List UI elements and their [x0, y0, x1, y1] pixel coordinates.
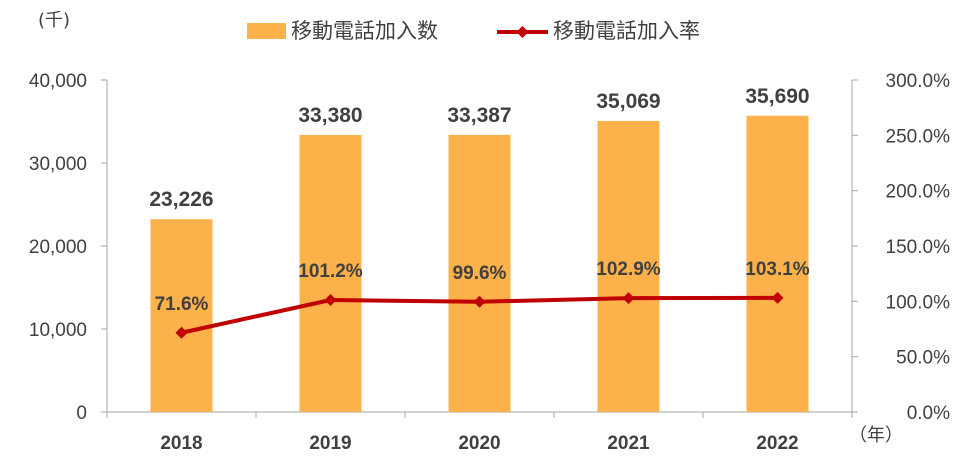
- line-series: [175, 291, 784, 339]
- right-axis-ticks: 0.0% 50.0% 100.0% 150.0% 200.0% 250.0% 300.0%: [852, 71, 950, 424]
- bar: [448, 134, 511, 413]
- line-data-label: 71.6%: [155, 294, 209, 315]
- left-tick-label: 0: [76, 403, 87, 424]
- bar-data-label: 35,690: [745, 85, 809, 108]
- category-label: 2019: [309, 433, 351, 454]
- line-point-marker: [324, 294, 337, 307]
- bar-data-label: 33,387: [447, 104, 511, 127]
- right-tick-label: 150.0%: [886, 237, 951, 258]
- legend: 移動電話加入数 移動電話加入率: [247, 19, 700, 43]
- left-axis-ticks: 0 10,000 20,000 30,000 40,000: [29, 71, 107, 424]
- line-data-label: 101.2%: [298, 261, 363, 282]
- right-tick-label: 300.0%: [886, 71, 951, 92]
- bar-data-label: 33,380: [298, 104, 362, 127]
- bar: [597, 120, 660, 412]
- bars: [150, 115, 809, 413]
- legend-line-marker: [516, 26, 529, 38]
- x-axis-unit: （年）: [849, 425, 903, 446]
- line-point-marker: [771, 291, 784, 304]
- left-axis-unit: (千): [38, 10, 70, 31]
- category-label: 2020: [458, 433, 500, 454]
- category-label: 2021: [607, 433, 650, 454]
- left-tick-label: 10,000: [29, 320, 87, 341]
- bar-data-label: 23,226: [149, 188, 213, 211]
- line-point-marker: [175, 326, 188, 339]
- bar-data-labels: 23,226 33,380 33,387 35,069 35,690: [149, 85, 809, 211]
- bar: [299, 134, 362, 413]
- category-label: 2018: [160, 433, 202, 454]
- left-tick-label: 30,000: [29, 154, 87, 175]
- bar-data-label: 35,069: [596, 90, 660, 113]
- line-point-marker: [622, 292, 635, 305]
- line-data-label: 102.9%: [596, 259, 661, 280]
- right-tick-label: 100.0%: [886, 292, 951, 313]
- legend-bar-swatch: [247, 23, 286, 39]
- bar: [746, 115, 809, 412]
- legend-bar-label: 移動電話加入数: [291, 19, 438, 43]
- category-tick-marks: [106, 412, 853, 418]
- left-tick-label: 40,000: [29, 71, 87, 92]
- line-data-labels: 71.6% 101.2% 99.6% 102.9% 103.1%: [155, 259, 810, 315]
- right-tick-label: 250.0%: [886, 126, 951, 147]
- line-point-marker: [473, 295, 486, 308]
- bar: [150, 219, 213, 412]
- category-label: 2022: [756, 433, 798, 454]
- line-data-label: 103.1%: [745, 259, 810, 280]
- right-tick-label: 50.0%: [896, 348, 950, 369]
- line-data-label: 99.6%: [453, 263, 507, 284]
- right-tick-label: 200.0%: [886, 182, 951, 203]
- left-tick-label: 20,000: [29, 237, 87, 258]
- legend-line-label: 移動電話加入率: [553, 19, 700, 43]
- category-labels: 2018 2019 2020 2021 2022: [160, 433, 798, 454]
- right-tick-label: 0.0%: [907, 403, 950, 424]
